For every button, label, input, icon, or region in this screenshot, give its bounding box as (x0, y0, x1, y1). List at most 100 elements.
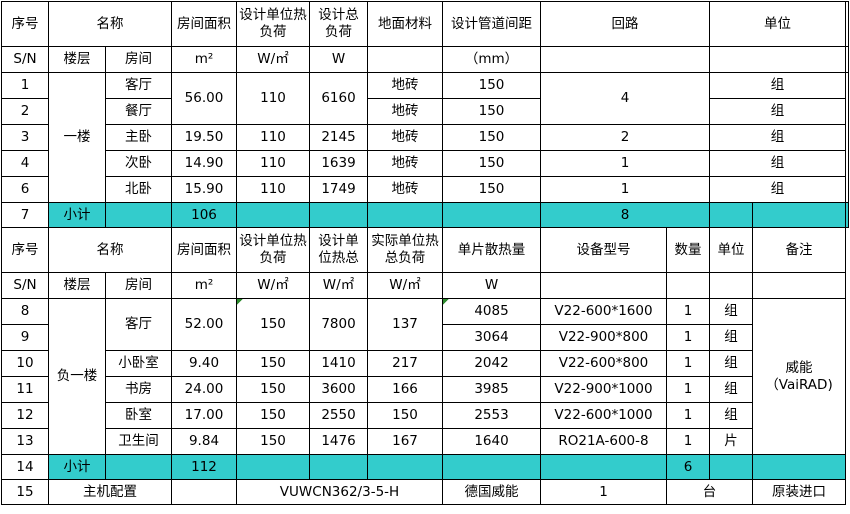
subtotal-blank (105, 454, 172, 480)
unit-header-sn: S/N (1, 272, 49, 299)
host-label: 主机配置 (48, 479, 172, 505)
unit-header-blank (540, 272, 667, 299)
col-header-remark: 备注 (752, 227, 846, 273)
room-cell: 次卧 (105, 150, 172, 177)
floor-cell: 一楼 (48, 72, 106, 203)
loops-cell: 2 (540, 124, 710, 151)
model-cell: V22-900*800 (540, 324, 667, 351)
total-load-cell: 7800 (309, 298, 368, 351)
col-header-loops: 回路 (540, 1, 710, 47)
col-header-remark: 备注 (845, 1, 849, 47)
subtotal-blank (752, 202, 846, 228)
actual-load-cell: 137 (367, 298, 443, 351)
unit-load-cell: 110 (236, 150, 310, 177)
col-header-unit-total: 设计单位热总 (309, 227, 368, 273)
spacing-cell: 150 (442, 98, 541, 125)
sn-cell: 13 (1, 428, 49, 455)
section2-header-row2: S/N 楼层 房间 m² W/㎡ W/㎡ W/㎡ W (1, 272, 849, 299)
sn-cell: 4 (1, 150, 49, 177)
col-header-pipe-spacing: 设计管道间距 (442, 1, 541, 47)
total-load-cell: 1410 (309, 350, 368, 377)
table-row: 12 卧室 17.00 150 2550 150 2553 V22-600*10… (1, 402, 849, 429)
unit-load-cell: 150 (236, 298, 310, 351)
area-cell: 17.00 (171, 402, 237, 429)
total-load-cell: 2145 (309, 124, 368, 151)
col-header-qty: 数量 (666, 227, 710, 273)
unit-cell: 组 (709, 298, 753, 325)
subtotal-blank (236, 454, 310, 480)
floor-material-cell: 地砖 (367, 72, 443, 99)
loops-cell: 1 (540, 176, 710, 203)
model-cell: V22-600*800 (540, 350, 667, 377)
unit-load-cell: 150 (236, 428, 310, 455)
heat-output-cell: 1640 (442, 428, 541, 455)
table-row: 8 负一楼 客厅 52.00 150 7800 137 4085 V22-600… (1, 298, 849, 455)
qty-cell: 1 (666, 324, 710, 351)
section2-header-row1: 序号 名称 房间面积 设计单位热负荷 设计单位热总 实际单位热总负荷 单片散热量… (1, 227, 849, 273)
sn-cell: 9 (1, 324, 49, 351)
actual-load-cell: 217 (367, 350, 443, 377)
subtotal-blank (367, 202, 443, 228)
unit-header-blank (752, 272, 846, 299)
actual-load-cell: 150 (367, 402, 443, 429)
heat-output-cell: 3985 (442, 376, 541, 403)
subtotal-blank (236, 202, 310, 228)
table-row: 13 卫生间 9.84 150 1476 167 1640 RO21A-600-… (1, 428, 849, 455)
col-header-sn: 序号 (1, 227, 49, 273)
qty-cell: 1 (666, 350, 710, 377)
subtotal-row: 7 小计 106 8 (1, 202, 849, 228)
sn-cell: 15 (1, 479, 49, 505)
area-cell: 9.84 (171, 428, 237, 455)
unit-header-floor: 楼层 (48, 272, 106, 299)
subtotal-blank (367, 454, 443, 480)
qty-cell: 1 (666, 428, 710, 455)
unit-cell: 片 (709, 428, 753, 455)
subtotal-loops: 8 (540, 202, 710, 228)
room-cell: 卧室 (105, 402, 172, 429)
loops-cell: 4 (540, 72, 710, 125)
unit-header-spacing: （mm） (442, 46, 541, 73)
floor-material-cell: 地砖 (367, 98, 443, 125)
col-header-single-heat: 单片散热量 (442, 227, 541, 273)
qty-cell: 1 (666, 402, 710, 429)
room-cell: 小卧室 (105, 350, 172, 377)
subtotal-blank (709, 454, 753, 480)
unit-load-cell: 150 (236, 402, 310, 429)
table-row: 1 一楼 客厅 56.00 110 6160 地砖 150 4 组 铭仕PE-R… (1, 72, 849, 203)
sn-cell: 6 (1, 176, 49, 203)
host-note: 原装进口 (752, 479, 846, 505)
subtotal-blank (309, 202, 368, 228)
col-header-floor-material: 地面材料 (367, 1, 443, 47)
subtotal-qty: 6 (666, 454, 710, 480)
sn-cell: 14 (1, 454, 49, 480)
unit-load-cell: 150 (236, 376, 310, 403)
loops-cell: 1 (540, 150, 710, 177)
unit-header-floor: 楼层 (48, 46, 106, 73)
area-cell: 19.50 (171, 124, 237, 151)
unit-header-blank (367, 46, 443, 73)
subtotal-area: 106 (171, 202, 237, 228)
heat-output-cell: 2042 (442, 350, 541, 377)
model-cell: V22-600*1000 (540, 402, 667, 429)
section1-header-row1: 序号 名称 房间面积 设计单位热负荷 设计总负荷 地面材料 设计管道间距 回路 … (1, 1, 849, 47)
subtotal-blank (709, 202, 753, 228)
spacing-cell: 150 (442, 176, 541, 203)
subtotal-label: 小计 (48, 454, 106, 480)
table-row: 11 书房 24.00 150 3600 166 3985 V22-900*10… (1, 376, 849, 403)
total-load-cell: 1476 (309, 428, 368, 455)
subtotal-blank (105, 202, 172, 228)
section1-header-row2: S/N 楼层 房间 m² W/㎡ W （mm） (1, 46, 849, 73)
floor-material-cell: 地砖 (367, 124, 443, 151)
table-row: 4 次卧 14.90 110 1639 地砖 150 1 组 (1, 150, 849, 177)
room-cell: 客厅 (105, 72, 172, 99)
unit-cell: 组 (709, 176, 846, 203)
room-cell: 书房 (105, 376, 172, 403)
unit-header-room: 房间 (105, 46, 172, 73)
unit-header-area: m² (171, 272, 237, 299)
total-load-cell: 6160 (309, 72, 368, 125)
unit-header-total: W (309, 46, 368, 73)
unit-load-cell: 150 (236, 350, 310, 377)
room-cell: 卫生间 (105, 428, 172, 455)
unit-header-heat: W (442, 272, 541, 299)
unit-header-blank (709, 272, 753, 299)
